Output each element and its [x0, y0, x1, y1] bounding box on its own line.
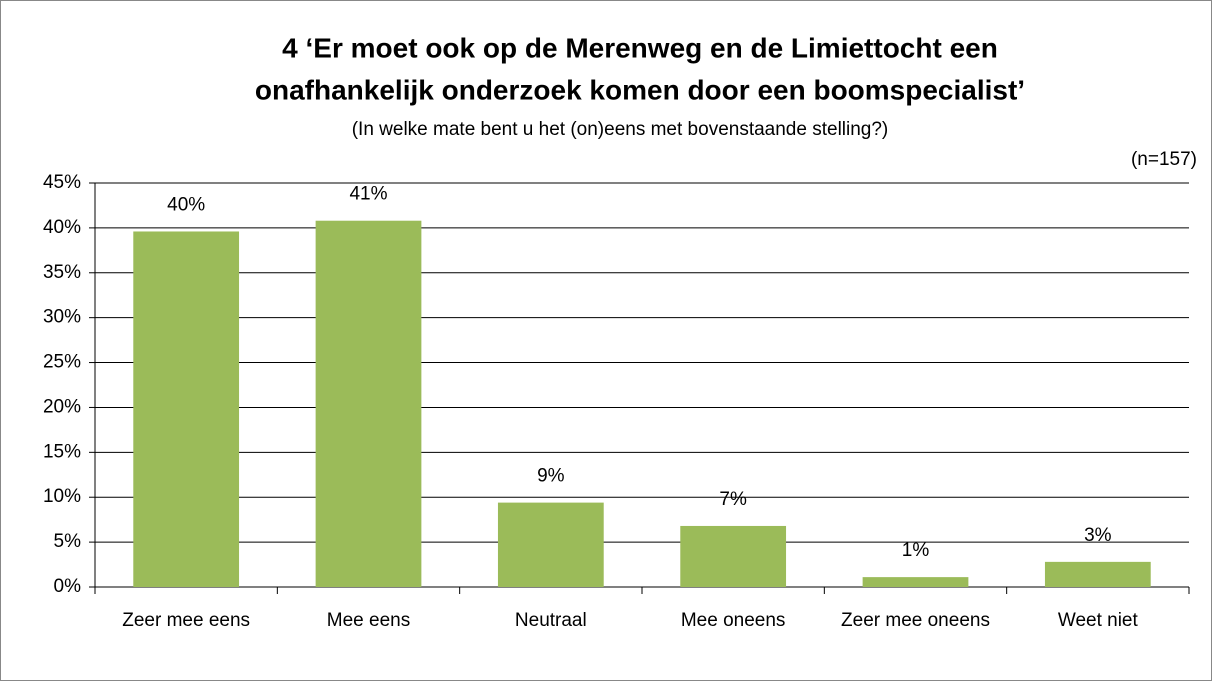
bar [680, 525, 787, 587]
y-tick-label: 20% [43, 396, 81, 417]
bar [862, 577, 969, 587]
y-tick-label: 40% [43, 217, 81, 238]
bar [497, 502, 604, 587]
bar [315, 220, 422, 587]
y-tick-label: 35% [43, 262, 81, 283]
y-tick-label: 15% [43, 441, 81, 462]
x-tick-label: Weet niet [1057, 610, 1138, 631]
value-label: 40% [167, 194, 205, 215]
chart-subtitle: (In welke mate bent u het (on)eens met b… [352, 119, 889, 140]
value-label: 3% [1084, 525, 1112, 546]
value-label: 7% [719, 489, 747, 510]
bar [1044, 561, 1151, 587]
y-tick-label: 0% [54, 576, 82, 597]
value-label: 9% [537, 466, 565, 487]
sample-size: (n=157) [1131, 149, 1197, 170]
bar [133, 231, 240, 588]
x-tick-label: Zeer mee eens [122, 610, 251, 631]
x-tick-label: Mee eens [326, 610, 411, 631]
y-tick-label: 30% [43, 307, 81, 328]
x-tick-label: Neutraal [514, 610, 587, 631]
x-tick-label: Mee oneens [680, 610, 786, 631]
y-tick-label: 45% [43, 172, 81, 193]
value-label: 41% [349, 184, 387, 205]
y-tick-label: 5% [54, 531, 82, 552]
y-tick-label: 10% [43, 486, 81, 507]
value-label: 1% [902, 540, 930, 561]
chart-title: 4 ‘Er moet ook op de Merenweg en de Limi… [282, 32, 998, 63]
y-tick-label: 25% [43, 352, 81, 373]
chart-title: onafhankelijk onderzoek komen door een b… [255, 74, 1025, 105]
x-tick-label: Zeer mee oneens [841, 610, 990, 631]
